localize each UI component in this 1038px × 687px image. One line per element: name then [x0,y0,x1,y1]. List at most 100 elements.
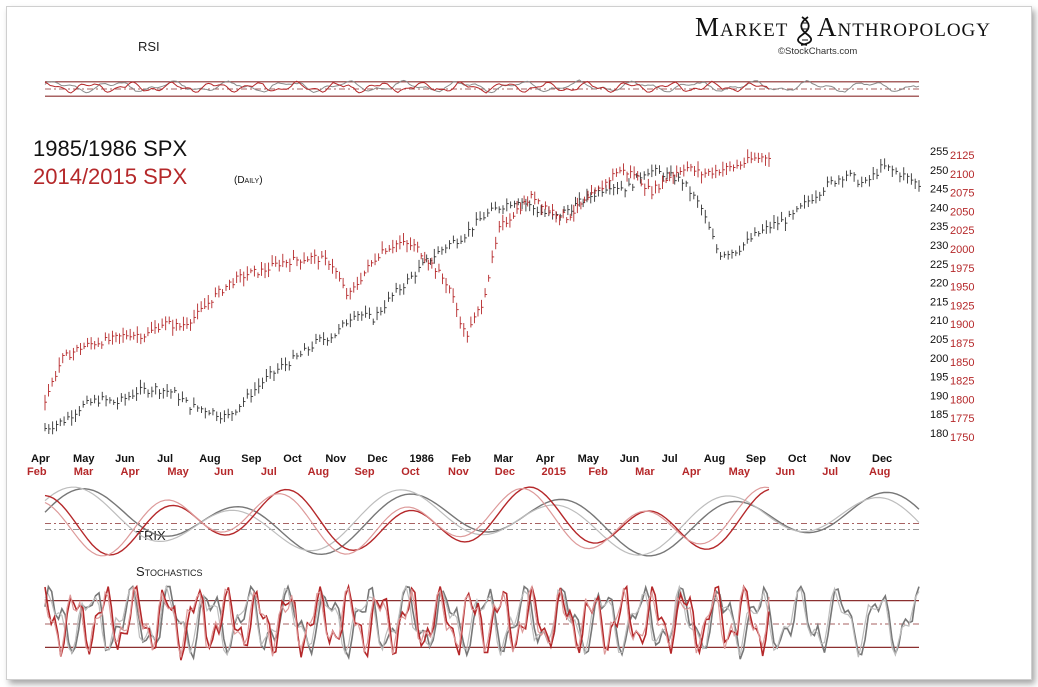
month-label-1985: 1986 [409,453,433,465]
ohlc-bar-1985 [44,422,47,432]
ohlc-bar-2014 [562,209,566,219]
ohlc-bar-2014 [488,274,491,282]
ohlc-bar-1985 [277,363,280,374]
ohlc-bar-2014 [544,201,548,210]
axis-tick-1985: 210 [930,315,948,327]
ohlc-bar-1985 [307,346,311,356]
ohlc-bar-1985 [147,389,151,398]
axis-tick-2014: 1875 [950,338,974,350]
ohlc-bar-2014 [612,168,615,181]
ohlc-bar-2014 [502,214,505,231]
trix-line-2014 [44,486,770,556]
ohlc-bar-1985 [781,211,784,222]
ohlc-bar-2014 [172,319,175,336]
ohlc-bar-1985 [281,357,284,370]
ohlc-bar-1985 [185,397,189,403]
ohlc-bar-1985 [727,250,731,260]
brand-right: Anthropology [817,12,991,42]
ohlc-bar-1985 [662,172,666,182]
ohlc-bar-1985 [361,311,364,321]
ohlc-bar-2014 [363,270,367,277]
ohlc-bar-1985 [536,206,540,218]
ohlc-bar-2014 [303,252,307,264]
ohlc-bar-2014 [264,263,268,279]
ohlc-bar-1985 [231,411,235,421]
ohlc-bar-1985 [861,176,864,188]
trix-label: TRIX [136,528,166,543]
ohlc-bar-1985 [239,404,242,413]
trix-panel [44,486,920,557]
ohlc-bar-2014 [300,259,303,270]
ohlc-bar-2014 [257,272,260,279]
ohlc-bar-1985 [284,357,288,372]
ohlc-bar-1985 [830,176,834,185]
ohlc-bar-1985 [620,180,624,191]
ohlc-bar-2014 [757,152,761,163]
month-label-1985: Apr [31,453,51,465]
month-label-2014: Jul [261,466,277,478]
ohlc-bar-2014 [711,167,715,179]
ohlc-bar-1985 [826,176,830,188]
month-label-2014: Dec [495,466,515,478]
ohlc-bar-2014 [537,198,541,205]
rsi-line-2014 [44,80,770,94]
ohlc-bar-1985 [697,195,700,208]
price-panel [44,149,921,435]
ohlc-bar-2014 [495,236,498,250]
ohlc-bar-1985 [716,244,719,254]
ohlc-bar-1985 [918,180,921,192]
ohlc-bar-1985 [288,361,292,371]
month-label-1985: May [578,453,600,465]
ohlc-bar-2014 [509,213,512,228]
stochastics-line-2014 [44,583,770,661]
ohlc-bar-1985 [227,408,231,419]
ohlc-bar-2014 [470,316,473,328]
ohlc-bar-2014 [165,316,168,331]
ohlc-bar-2014 [378,253,381,261]
axis-tick-2014: 2075 [950,188,974,200]
ohlc-bar-1985 [262,377,265,389]
trix-line-1985 [44,487,920,557]
ohlc-bar-1985 [166,384,170,397]
ohlc-bar-2014 [424,251,427,263]
ohlc-bar-1985 [71,410,74,426]
ohlc-bar-2014 [658,183,661,194]
ohlc-bar-1985 [117,397,120,410]
ohlc-bar-2014 [505,216,509,228]
ohlc-bar-1985 [265,369,269,382]
ohlc-bar-2014 [289,258,292,273]
ohlc-bar-2014 [353,282,356,293]
stockcharts-credit: ©StockCharts.com [778,46,857,57]
ohlc-bar-2014 [608,177,612,189]
ohlc-bar-2014 [271,255,275,267]
ohlc-bar-1985 [220,412,223,424]
ohlc-bar-1985 [746,231,750,244]
ohlc-bar-2014 [133,331,136,340]
month-label-1985: Sep [241,453,261,465]
ohlc-bar-2014 [584,196,587,203]
ohlc-bar-2014 [559,214,562,226]
ohlc-bar-2014 [704,168,708,178]
ohlc-bar-1985 [712,228,715,240]
ohlc-bar-1985 [517,198,521,206]
ohlc-bar-1985 [403,283,406,295]
ohlc-bar-1985 [113,399,116,405]
ohlc-bar-1985 [769,221,773,234]
ohlc-bar-2014 [633,166,637,180]
ohlc-bar-2014 [218,285,221,298]
ohlc-bar-1985 [838,175,841,185]
ohlc-bar-2014 [147,327,150,337]
ohlc-bar-1985 [426,254,429,263]
ohlc-bar-1985 [723,251,727,258]
month-label-2014: Oct [401,466,420,478]
ohlc-bar-2014 [566,217,569,224]
ohlc-bar-1985 [704,209,708,224]
axis-tick-1985: 245 [930,184,948,196]
ohlc-bar-2014 [473,312,477,324]
ohlc-bar-1985 [189,407,193,415]
ohlc-bar-1985 [842,176,845,188]
axis-tick-2014: 1825 [950,376,974,388]
month-label-1985: Sep [746,453,766,465]
ohlc-bar-1985 [254,382,257,396]
ohlc-bar-2014 [672,171,676,184]
